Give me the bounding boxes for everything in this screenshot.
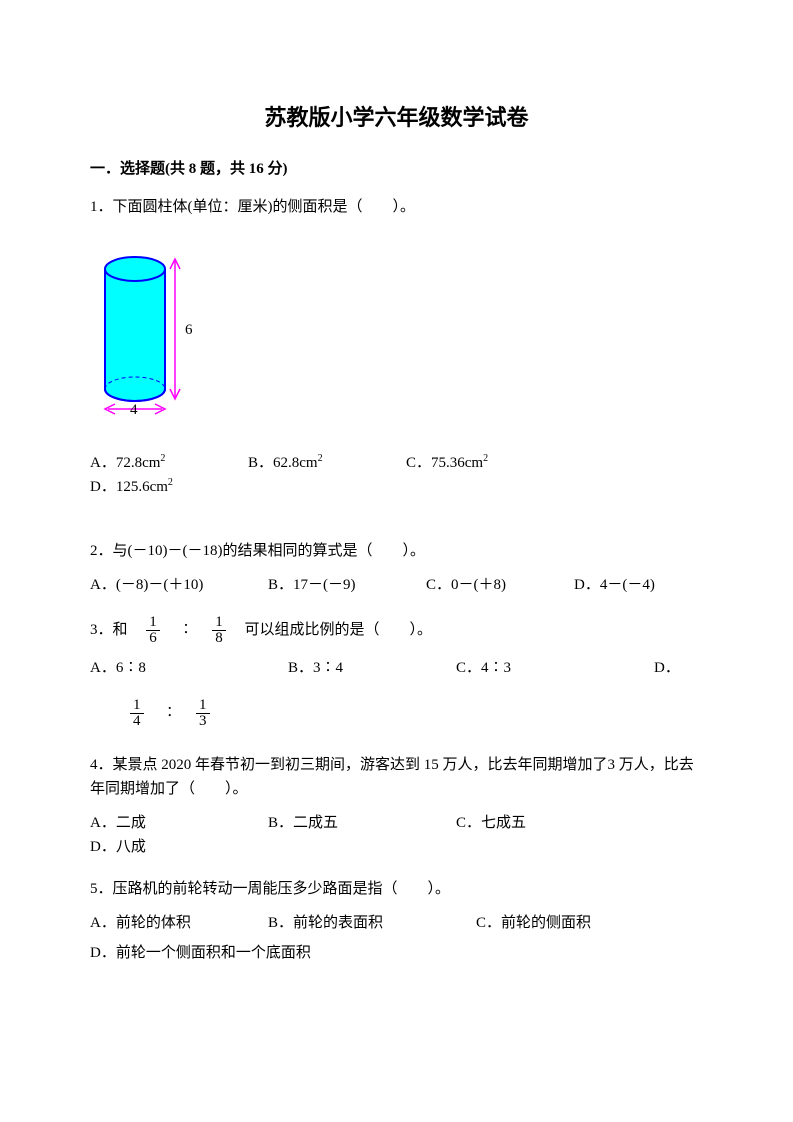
q3-d-frac2: 13 <box>196 698 210 729</box>
q1-diameter-label: 4 <box>130 402 138 418</box>
q4-option-a: A．二成 <box>90 811 260 835</box>
question-5: 5．压路机的前轮转动一周能压多少路面是指（ ）。 A．前轮的体积 B．前轮的表面… <box>90 877 703 965</box>
q1-text: 1．下面圆柱体(单位：厘米)的侧面积是（ ）。 <box>90 195 703 219</box>
section-1-header: 一．选择题(共 8 题，共 16 分) <box>90 157 703 181</box>
q2-option-d: D．4－(－4) <box>574 573 655 597</box>
q3-text: 3．和 16 ∶ 18 可以组成比例的是（ ）。 <box>90 615 703 646</box>
page-title: 苏教版小学六年级数学试卷 <box>90 100 703 135</box>
q4-option-b: B．二成五 <box>268 811 448 835</box>
question-1: 1．下面圆柱体(单位：厘米)的侧面积是（ ）。 6 4 A．72.8cm2 B．… <box>90 195 703 499</box>
q2-option-c: C．0－(＋8) <box>426 573 566 597</box>
question-3: 3．和 16 ∶ 18 可以组成比例的是（ ）。 A．6∶8 B．3∶4 C．4… <box>90 615 703 729</box>
q5-option-a: A．前轮的体积 <box>90 911 260 935</box>
q3-option-c: C．4∶3 <box>456 656 646 680</box>
q2-option-b: B．17－(－9) <box>268 573 418 597</box>
q1-option-b: B．62.8cm2 <box>248 451 398 475</box>
q5-options: A．前轮的体积 B．前轮的表面积 C．前轮的侧面积 <box>90 911 703 935</box>
q4-option-d-label: D．八成 <box>90 835 146 859</box>
q1-height-label: 6 <box>185 322 193 338</box>
q3-option-a: A．6∶8 <box>90 656 280 680</box>
q4-options: A．二成 B．二成五 C．七成五 D．八成 <box>90 811 703 859</box>
q2-text: 2．与(－10)－(－18)的结果相同的算式是（ ）。 <box>90 539 703 563</box>
q3-option-b: B．3∶4 <box>288 656 448 680</box>
q1-option-c: C．75.36cm2 <box>406 451 556 475</box>
q2-options: A．(－8)－(＋10) B．17－(－9) C．0－(＋8) D．4－(－4) <box>90 573 703 597</box>
question-4: 4．某景点 2020 年春节初一到初三期间，游客达到 15 万人，比去年同期增加… <box>90 753 703 859</box>
q5-text: 5．压路机的前轮转动一周能压多少路面是指（ ）。 <box>90 877 703 901</box>
q3-option-d-expr: 14 ∶ 13 <box>130 698 703 729</box>
q5-option-b: B．前轮的表面积 <box>268 911 468 935</box>
q3-options: A．6∶8 B．3∶4 C．4∶3 D． <box>90 656 703 680</box>
q3-d-frac1: 14 <box>130 698 144 729</box>
q4-text: 4．某景点 2020 年春节初一到初三期间，游客达到 15 万人，比去年同期增加… <box>90 753 703 801</box>
q1-options: A．72.8cm2 B．62.8cm2 C．75.36cm2 D．125.6cm… <box>90 451 703 499</box>
q1-option-a: A．72.8cm2 <box>90 451 240 475</box>
q2-option-a: A．(－8)－(＋10) <box>90 573 260 597</box>
q3-frac2: 18 <box>212 615 226 646</box>
question-2: 2．与(－10)－(－18)的结果相同的算式是（ ）。 A．(－8)－(＋10)… <box>90 539 703 597</box>
q1-option-d: D．125.6cm2 <box>90 475 240 499</box>
q5-option-d: D．前轮一个侧面积和一个底面积 <box>90 941 703 965</box>
q5-option-c: C．前轮的侧面积 <box>476 911 616 935</box>
q3-option-d-label: D． <box>654 656 684 680</box>
q1-figure: 6 4 <box>90 239 703 427</box>
q3-frac1: 16 <box>146 615 160 646</box>
q4-option-c: C．七成五 <box>456 811 646 835</box>
